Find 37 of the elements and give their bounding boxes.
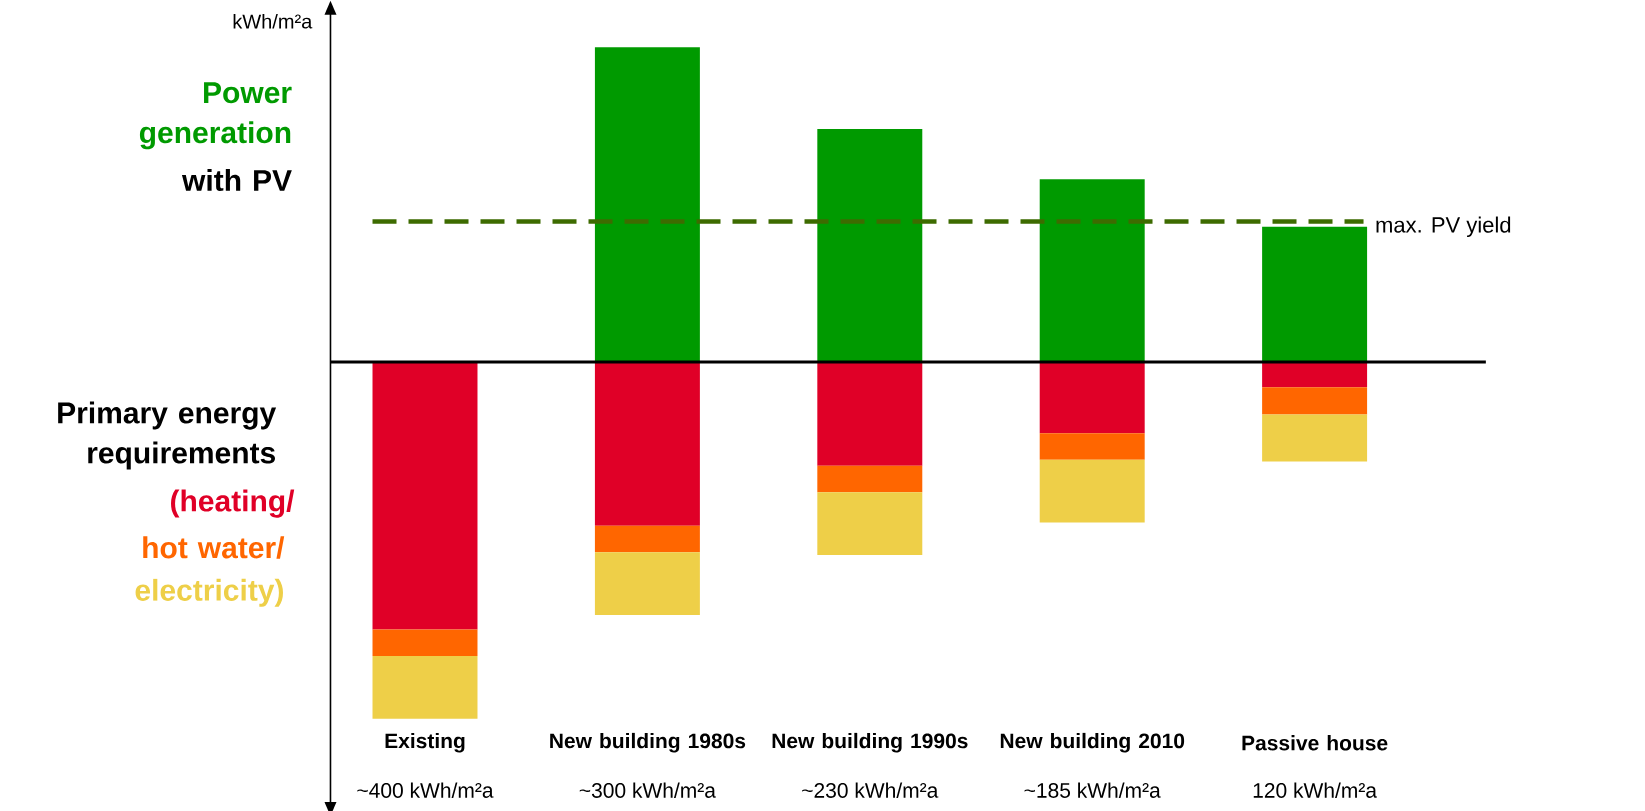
text: ~230 kWh/m²a xyxy=(802,782,939,798)
bar xyxy=(594,525,700,553)
text: 120 kWh/m²a xyxy=(1253,782,1377,798)
text: electricity) xyxy=(135,578,283,607)
text: Power generation xyxy=(139,82,292,150)
y-axis-title: kWh/m²a xyxy=(233,13,313,29)
x-tick-label: New building 1990s xyxy=(772,732,968,753)
bar xyxy=(1039,179,1145,362)
bar xyxy=(372,656,478,719)
x-tick-label: Passive house xyxy=(1242,735,1388,751)
text: hot water/ xyxy=(143,536,285,559)
bar xyxy=(372,629,478,657)
x-tick-label: Existing xyxy=(385,732,465,753)
bar xyxy=(817,492,923,556)
bar xyxy=(594,552,700,615)
bar xyxy=(594,362,700,526)
bar xyxy=(1262,414,1368,462)
bar xyxy=(1039,433,1145,460)
bar xyxy=(1262,387,1368,415)
bar xyxy=(1039,362,1145,434)
x-tick-label: New building 1980s xyxy=(550,732,746,753)
bar xyxy=(1262,226,1368,362)
bar xyxy=(1262,362,1368,388)
x-tick-label: New building 2010 xyxy=(1000,732,1185,753)
text: Primary energy requirements xyxy=(58,401,277,470)
ref-line-label: max. PV yield xyxy=(1376,216,1511,238)
text: ~185 kWh/m²a xyxy=(1024,782,1161,798)
text: ~300 kWh/m²a xyxy=(579,782,716,798)
text: with PV xyxy=(181,169,292,192)
bar xyxy=(817,465,923,493)
bar xyxy=(817,362,923,466)
bar xyxy=(594,47,700,362)
bar xyxy=(372,362,478,630)
bar xyxy=(1039,459,1145,523)
text: (heating/ xyxy=(171,489,295,518)
bar xyxy=(817,129,923,362)
text: ~400 kWh/m²a xyxy=(357,782,494,798)
